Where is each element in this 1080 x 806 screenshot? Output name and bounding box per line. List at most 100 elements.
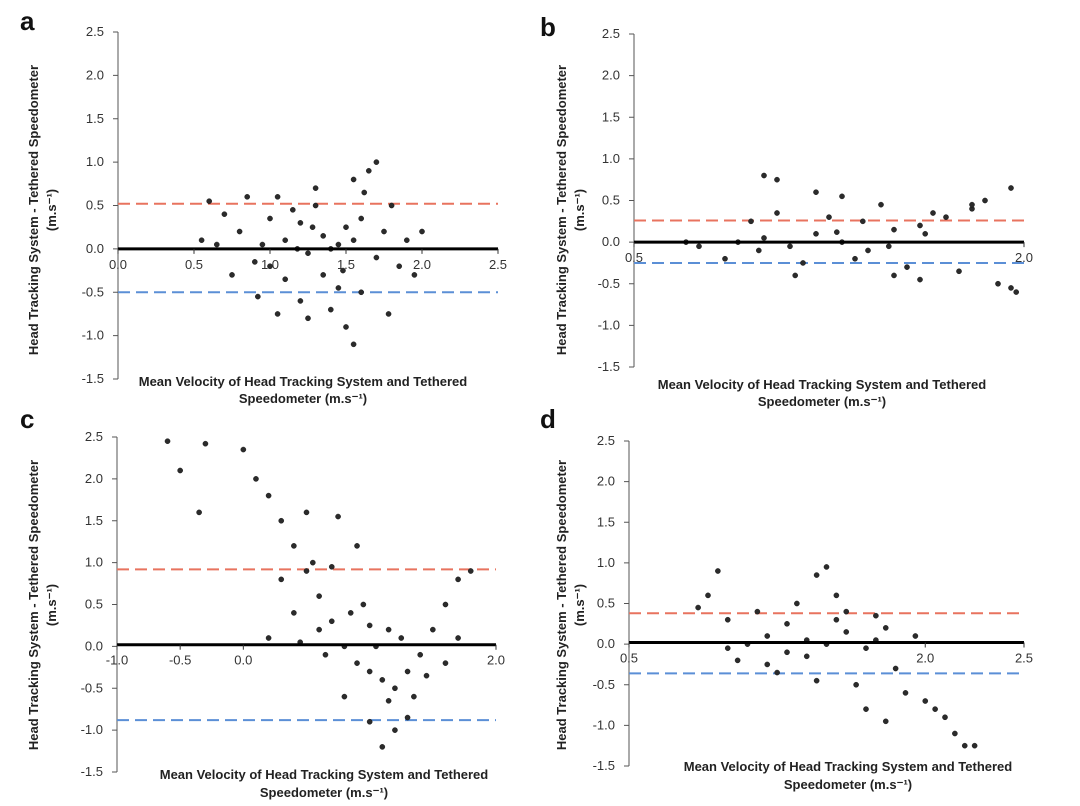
panel-c-data-point bbox=[278, 576, 285, 583]
panel-d-ytick-label: -1.5 bbox=[593, 758, 615, 773]
panel-b-data-point bbox=[722, 255, 728, 262]
panel-c-xtick-label: 2.0 bbox=[487, 653, 505, 668]
panel-c-data-point bbox=[392, 685, 398, 692]
panel-a-data-point bbox=[403, 237, 410, 243]
panel-d-data-point bbox=[784, 649, 790, 656]
panel-a-ytick-label: 2.5 bbox=[86, 24, 104, 39]
panel-c-data-point bbox=[291, 543, 297, 549]
panel-c-data-point bbox=[417, 651, 424, 658]
panel-b-data-point bbox=[891, 272, 897, 279]
panel-c-ytick-label: -0.5 bbox=[81, 680, 103, 695]
panel-a-plot: -1.5 -1.0 -0.5 0.0 0.5 1.0 1.5 2.0 2.5 0.0 0.5 1.0 1… bbox=[82, 24, 507, 386]
panel-b-ytick-label: 0.0 bbox=[602, 234, 620, 249]
panel-b-plot: -1.5 -1.0 -0.5 0.0 0.5 1.0 1.5 2.0 2.5 0.5 2.0 bbox=[598, 26, 1033, 374]
panel-a-data-point bbox=[251, 259, 258, 265]
panel-b-data-point bbox=[774, 176, 780, 183]
panel-d-data-point bbox=[971, 742, 978, 749]
panel-a-data-point bbox=[340, 267, 346, 274]
panel-d-xtick-label: 0.5 bbox=[620, 651, 638, 666]
panel-d-data-point bbox=[774, 669, 780, 676]
panel-a-data-point bbox=[396, 263, 403, 270]
panel-c-data-point bbox=[379, 677, 386, 683]
panel-c-data-point bbox=[310, 559, 316, 566]
panel-c-ytick-label: 2.0 bbox=[85, 471, 103, 486]
panel-a-data-point bbox=[305, 315, 311, 322]
panel-b-data-point bbox=[852, 255, 858, 262]
panel-d-xtick-label: 2.0 bbox=[916, 651, 934, 666]
panel-c-data-point bbox=[455, 635, 461, 641]
panel-a-xtick-label: 2.0 bbox=[413, 257, 431, 272]
panel-c-data-point bbox=[328, 564, 335, 570]
panel-a-data-point bbox=[388, 202, 395, 209]
panel-c-data-point bbox=[265, 492, 272, 499]
panel-d-xlabel-line1: Mean Velocity of Head Tracking System an… bbox=[684, 759, 1013, 774]
panel-b-data-point bbox=[878, 201, 884, 208]
panel-d-data-point bbox=[705, 592, 711, 599]
panel-d-data-point bbox=[764, 661, 771, 668]
panel-b-data-point bbox=[761, 235, 767, 241]
panel-c-xtick-label: 0.0 bbox=[234, 653, 252, 668]
panel-d-ytick-label: 0.5 bbox=[597, 596, 615, 611]
panel-b-data-point bbox=[930, 210, 936, 216]
panel-b-data-point bbox=[792, 272, 799, 279]
panel-c-data-point bbox=[379, 744, 386, 750]
panel-c-data-point bbox=[411, 693, 417, 700]
panel-d-data-point bbox=[715, 568, 721, 574]
panel-b-data-point bbox=[748, 218, 754, 225]
panel-a-data-point bbox=[335, 241, 342, 248]
panel-c-data-point bbox=[253, 476, 259, 482]
panel-c-data-point bbox=[392, 727, 398, 733]
panel-d-data-point bbox=[724, 616, 731, 623]
panel-d-data-point bbox=[764, 633, 771, 639]
panel-a-xlabel-line1: Mean Velocity of Head Tracking System an… bbox=[139, 374, 468, 389]
panel-d-data-point bbox=[882, 718, 889, 725]
panel-a-data-point bbox=[350, 237, 357, 243]
panel-a-data-point bbox=[267, 215, 273, 222]
panel-a-ytick-label: 2.0 bbox=[86, 67, 104, 82]
panel-d-ytick-label: 0.0 bbox=[597, 636, 615, 651]
panel-b-data-point bbox=[761, 172, 767, 179]
panel-d-plot: -1.5 -1.0 -0.5 0.0 0.5 1.0 1.5 2.0 2.5 0.5 2.0 2.5 bbox=[593, 433, 1033, 773]
panel-a-ytick-label: -1.0 bbox=[82, 328, 104, 343]
panel-a-data-point bbox=[289, 207, 296, 213]
panel-a-data-point bbox=[267, 263, 273, 270]
panel-a-data-point bbox=[358, 215, 365, 222]
panel-b-data-point bbox=[826, 214, 832, 220]
panel-c-data-point bbox=[177, 467, 183, 474]
panel-a-xtick-label: 0.5 bbox=[185, 257, 203, 272]
panel-a-data-point bbox=[274, 194, 281, 200]
panel-b-data-point bbox=[886, 243, 892, 250]
panel-b-ylabel-line2: (m.s⁻¹) bbox=[572, 189, 587, 231]
panel-a-ylabel-line2: (m.s⁻¹) bbox=[44, 189, 59, 231]
panel-c-data-point bbox=[316, 626, 322, 633]
panel-d-data-point bbox=[922, 698, 929, 704]
panel-a-data-point bbox=[229, 272, 235, 278]
panel-d-data-point bbox=[794, 600, 800, 607]
panel-a-data-point bbox=[282, 237, 289, 243]
panel-b-ytick-label: 2.0 bbox=[602, 68, 620, 83]
panel-d-data-point bbox=[695, 604, 701, 611]
panel-c-data-point bbox=[341, 693, 348, 700]
panel-a-data-point bbox=[305, 250, 311, 257]
panel-d-ylabel-line1: Head Tracking System - Tethered Speedome… bbox=[554, 460, 569, 750]
panel-a-ylabel-line1: Head Tracking System - Tethered Speedome… bbox=[26, 65, 41, 355]
panel-a-data-point bbox=[259, 241, 266, 248]
panel-c-data-point bbox=[347, 610, 354, 616]
panel-a-data-point bbox=[350, 341, 357, 348]
panel-d-data-point bbox=[813, 677, 820, 684]
panel-a-data-point bbox=[198, 237, 205, 243]
panel-a-data-point bbox=[320, 233, 327, 239]
panel-b-xtick-label: 2.0 bbox=[1015, 250, 1033, 265]
panel-c-data-point bbox=[385, 626, 392, 633]
panel-c-ytick-label: -1.0 bbox=[81, 722, 103, 737]
panel-b-data-point bbox=[904, 264, 910, 270]
panel-c-data-point bbox=[265, 635, 272, 641]
panel-b-ytick-label: -1.0 bbox=[598, 317, 620, 332]
panel-d-ytick-label: 1.0 bbox=[597, 555, 615, 570]
panel-a-xtick-label: 0.0 bbox=[109, 257, 127, 272]
panel-d-data-point bbox=[863, 706, 869, 712]
panel-a-data-point bbox=[282, 276, 289, 283]
panel-c-data-point bbox=[278, 517, 285, 524]
panel-d-data-point bbox=[784, 621, 790, 627]
panel-d-ytick-label: 1.5 bbox=[597, 514, 615, 529]
